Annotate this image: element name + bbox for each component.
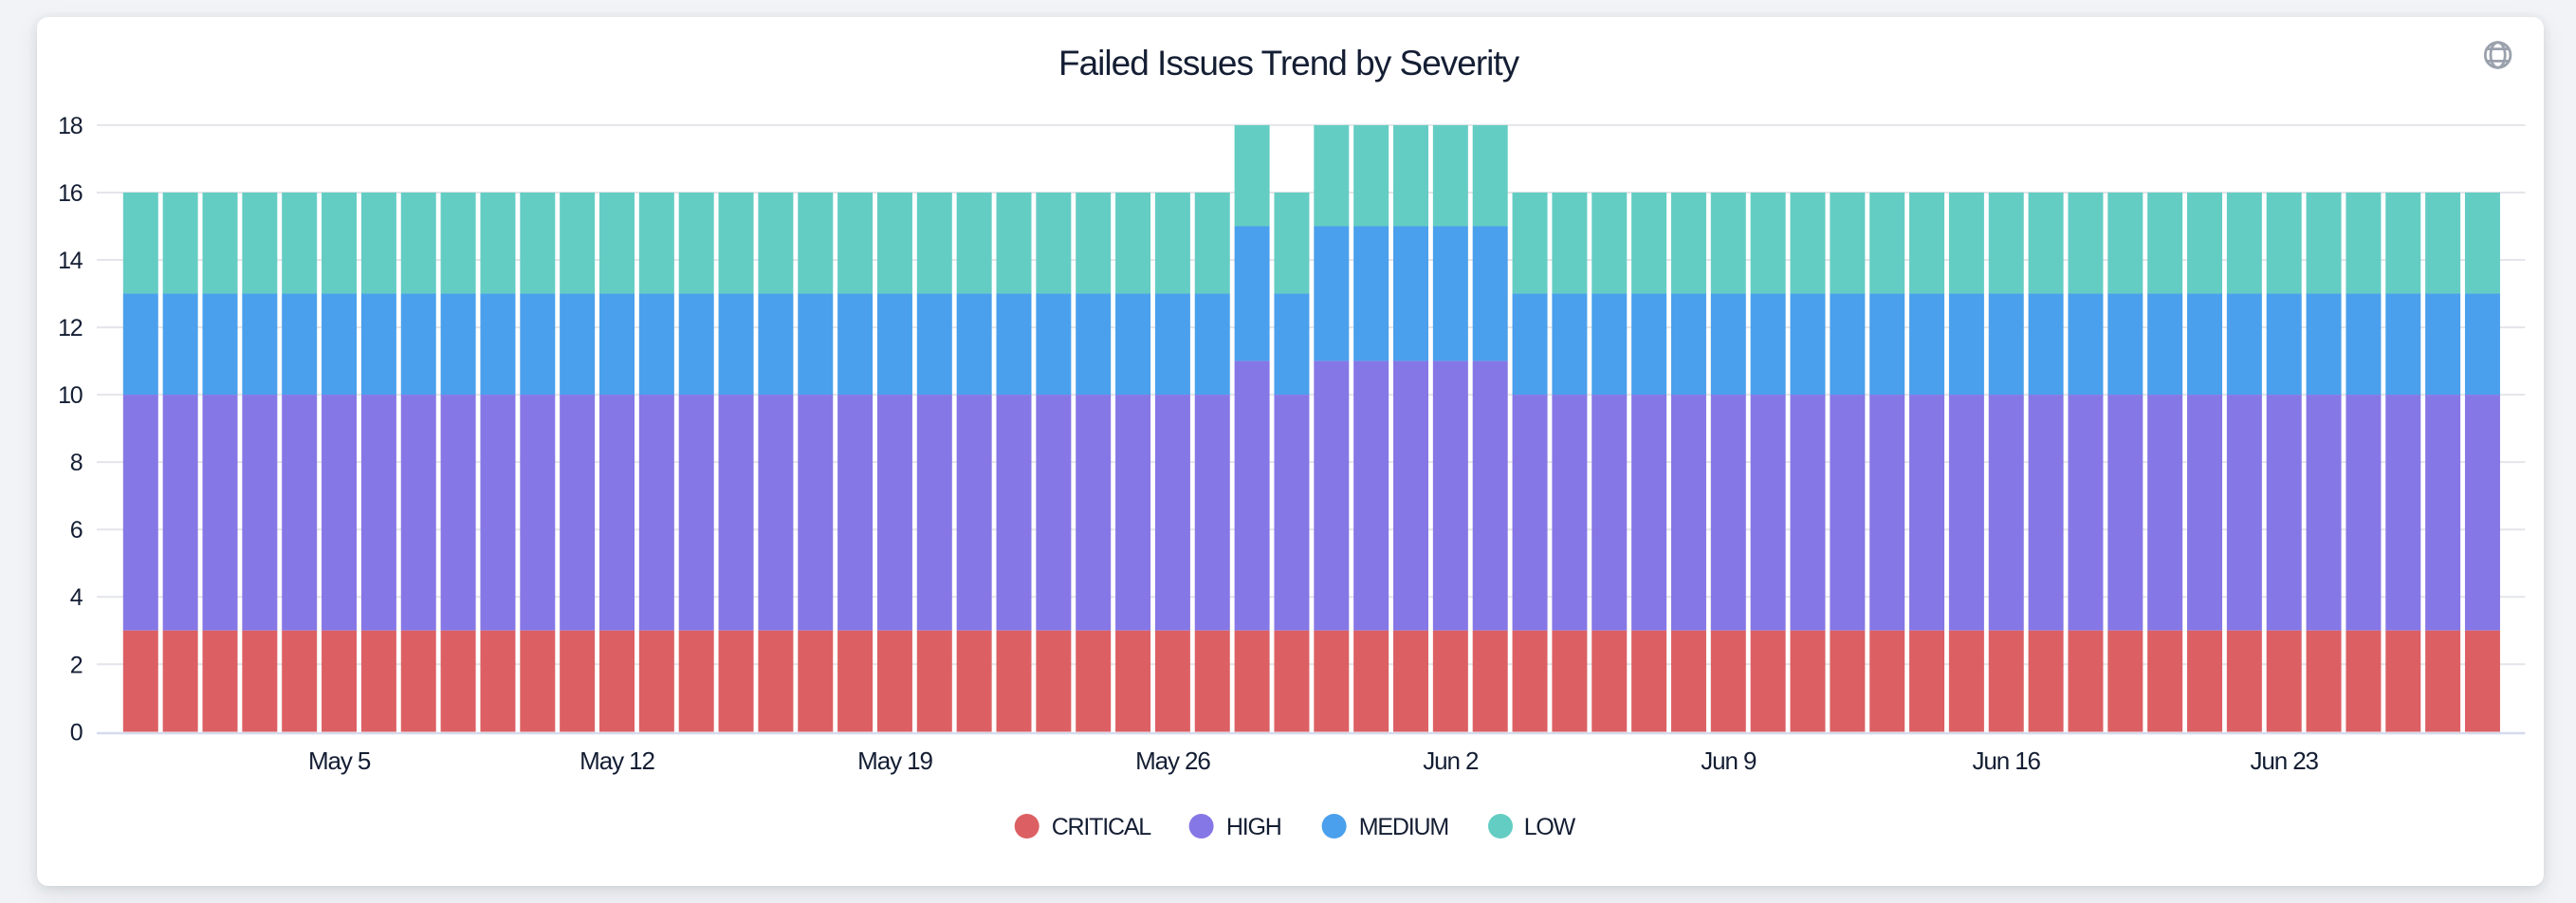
svg-text:May 26: May 26 — [1135, 746, 1210, 775]
svg-text:May 19: May 19 — [857, 746, 932, 775]
svg-text:Jun 2: Jun 2 — [1423, 746, 1479, 775]
svg-text:6: 6 — [70, 517, 83, 544]
svg-text:HIGH: HIGH — [1226, 814, 1281, 840]
svg-text:Jun 23: Jun 23 — [2250, 746, 2318, 775]
svg-text:18: 18 — [58, 113, 83, 139]
svg-text:Jun 9: Jun 9 — [1701, 746, 1757, 775]
svg-text:LOW: LOW — [1524, 814, 1576, 840]
svg-text:May 5: May 5 — [308, 746, 371, 775]
svg-text:Jun 16: Jun 16 — [1972, 746, 2040, 775]
svg-text:10: 10 — [58, 382, 83, 409]
svg-text:8: 8 — [70, 450, 83, 476]
svg-text:12: 12 — [58, 315, 83, 341]
svg-text:CRITICAL: CRITICAL — [1052, 814, 1152, 840]
svg-text:Failed Issues Trend by Severit: Failed Issues Trend by Severity — [1058, 44, 1520, 83]
svg-text:2: 2 — [70, 652, 83, 678]
svg-text:0: 0 — [70, 719, 83, 746]
svg-text:MEDIUM: MEDIUM — [1359, 814, 1448, 840]
svg-text:4: 4 — [70, 584, 83, 611]
svg-text:16: 16 — [58, 180, 83, 207]
svg-text:14: 14 — [58, 248, 83, 274]
svg-text:May 12: May 12 — [580, 746, 654, 775]
